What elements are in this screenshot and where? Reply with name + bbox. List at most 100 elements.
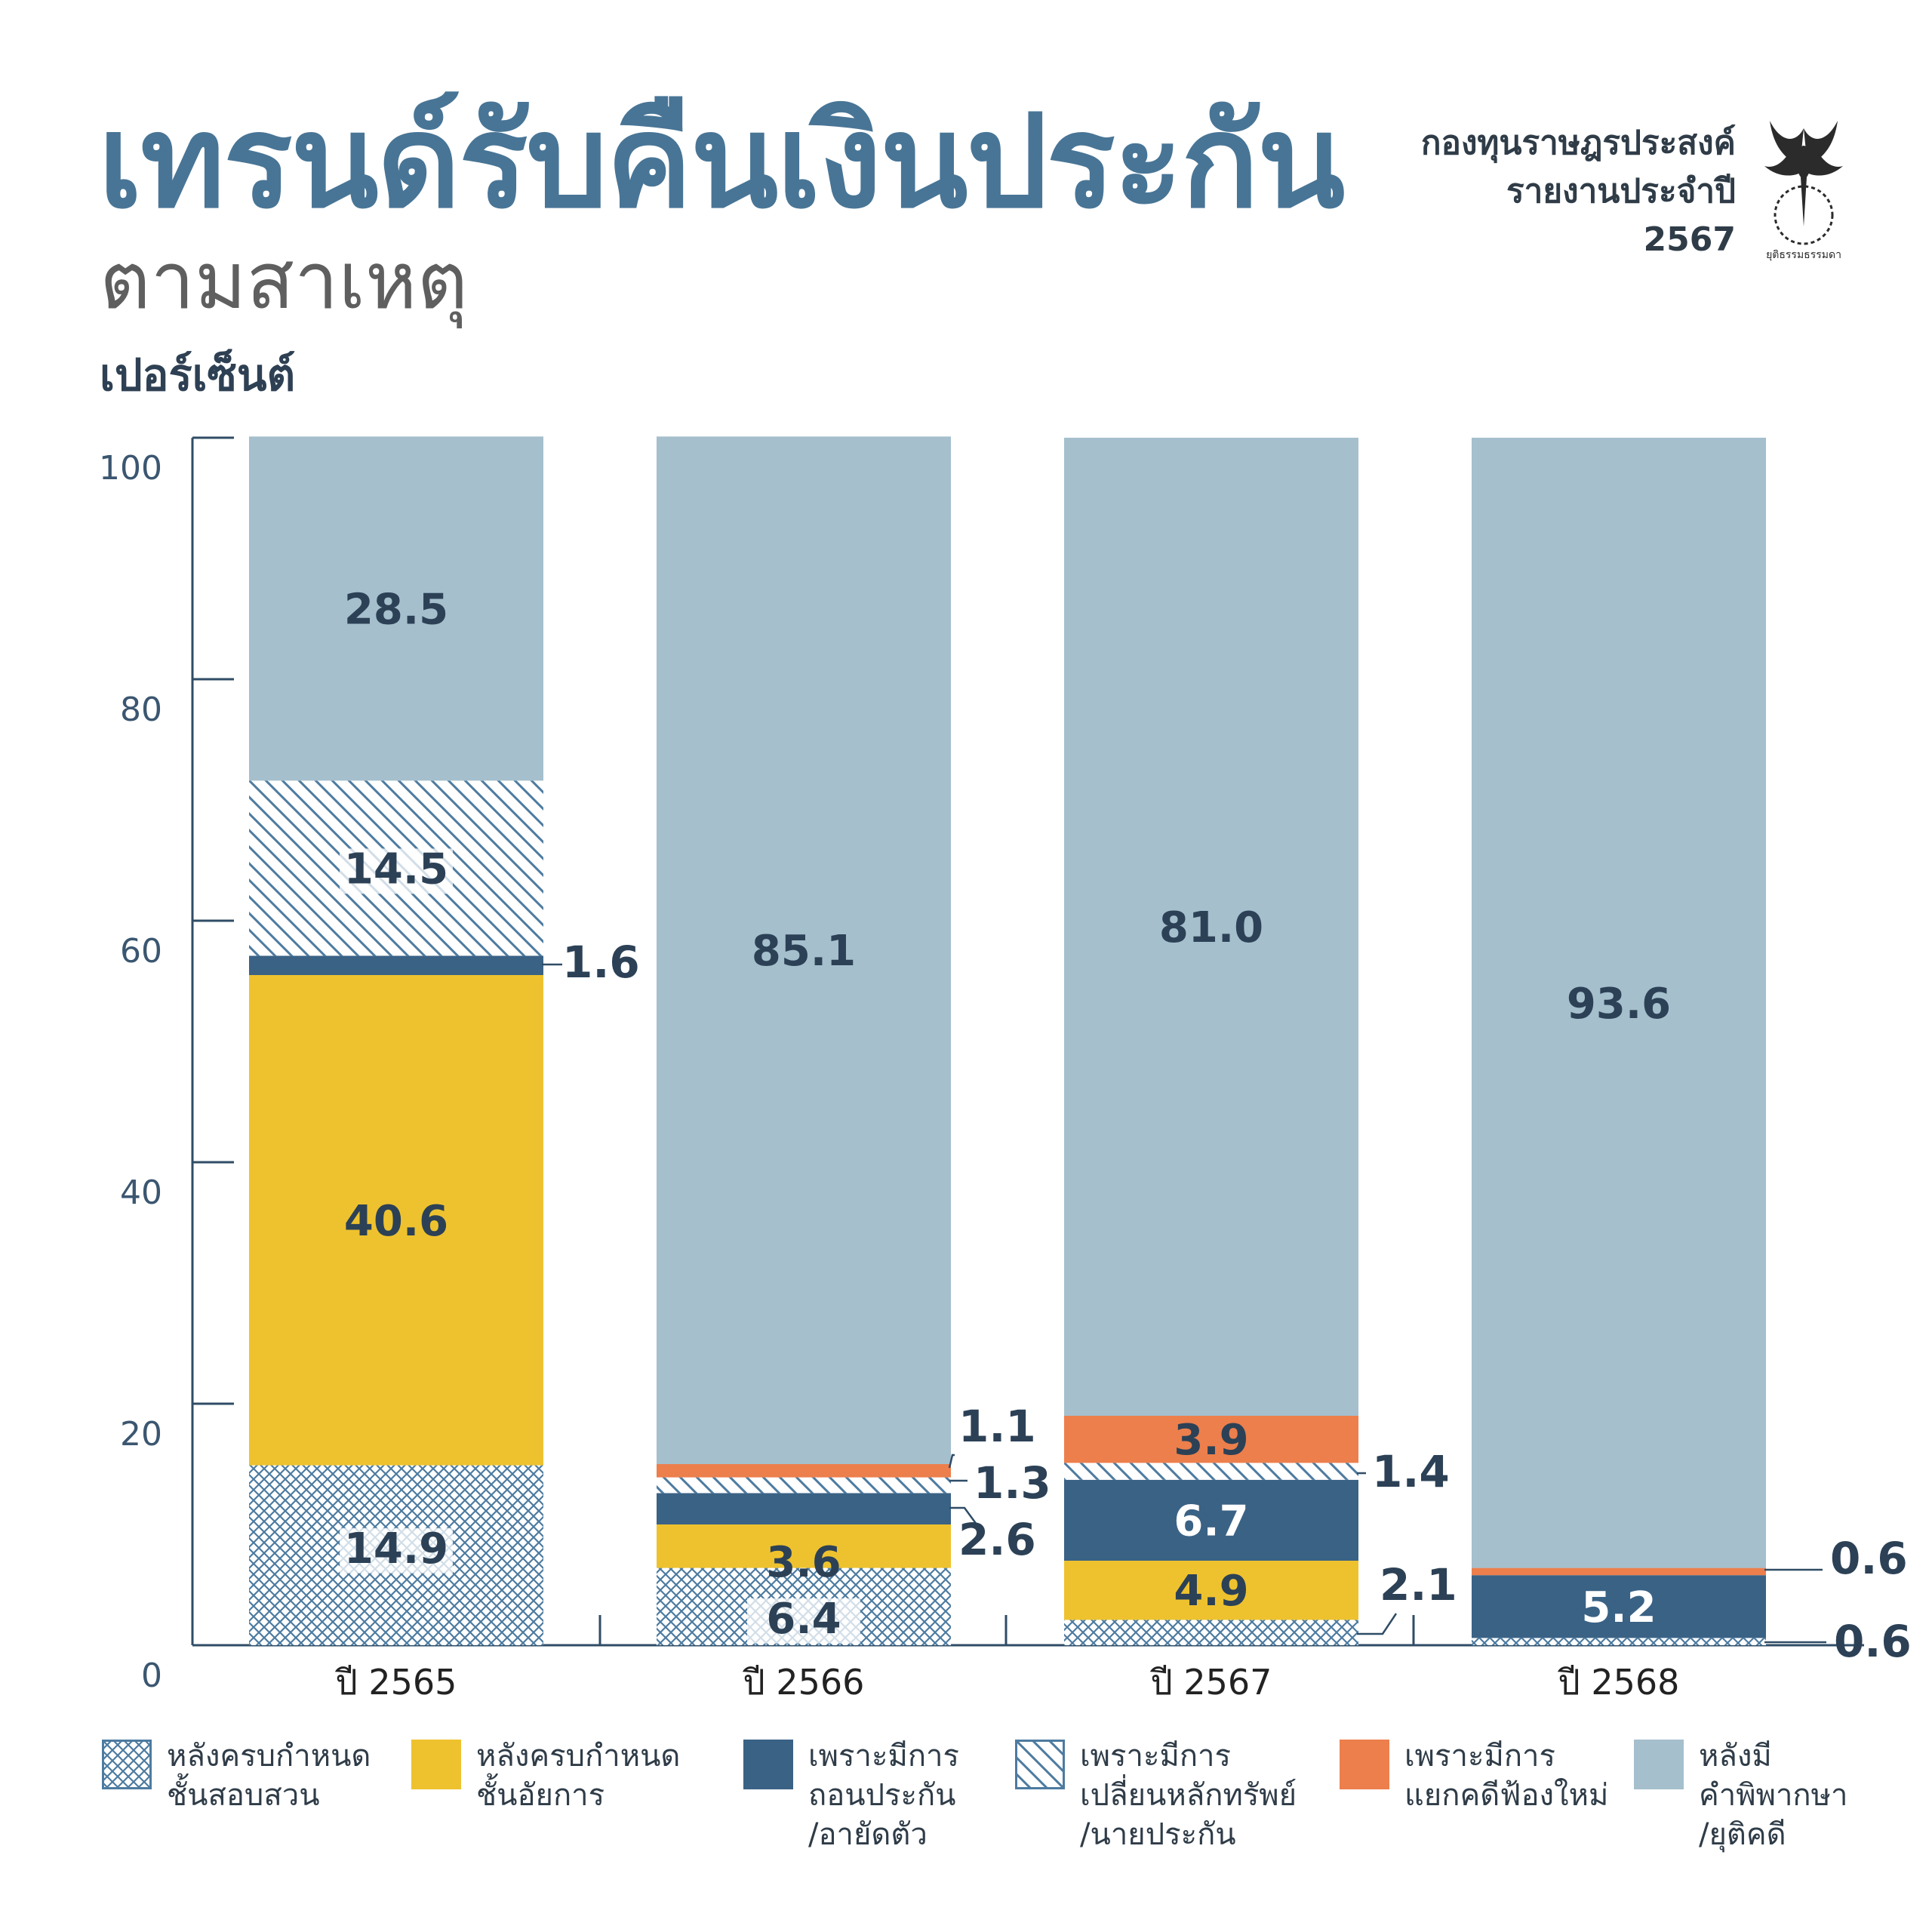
legend-label: เพราะมีการถอนประกัน/อายัดตัว [808,1737,959,1854]
legend-label: เพราะมีการแยกคดีฟ้องใหม่ [1404,1737,1608,1815]
bar-segment-verdict [249,436,543,781]
bar-segment-case_split [1472,1567,1766,1576]
legend-label-line: เพราะมีการ [808,1739,959,1774]
x-axis-labels: ปี 2565 ปี 2566 ปี 2567 ปี 2568 [334,1662,1679,1703]
legend-label-line: หลังครบกำหนด [476,1739,681,1774]
legend-label-line: /นายประกัน [1080,1817,1236,1852]
legend-label-line: ถอนประกัน [808,1778,956,1813]
page-subtitle: ตามสาเหตุ [100,235,469,327]
legend-label: หลังมีคำพิพากษา/ยุติคดี [1699,1737,1847,1854]
page-title: เทรนด์รับคืนเงินประกัน [98,88,1345,237]
y-axis-unit-label: เปอร์เซ็นต์ [100,349,296,401]
bar-segment-prosecution [657,1524,951,1568]
label-backdrop [340,1527,453,1574]
data-label: 0.6 [1830,1533,1908,1584]
data-label: 28.5 [344,585,448,634]
bar-segment-investigation [1472,1638,1766,1645]
legend-label: หลังครบกำหนดชั้นอัยการ [476,1737,680,1815]
legend-label-line: เพราะมีการ [1080,1739,1231,1774]
data-labels: 14.9 40.6 1.6 14.5 28.5 6.4 3.6 2.61.31.1 85.1 2.… [340,585,1912,1667]
organization-info: กองทุนราษฎรประสงค์ รายงานประจำปี 2567 [1421,119,1736,263]
data-label: 81.0 [1159,903,1263,952]
y-tick-label: 60 [120,932,162,971]
data-label: 14.5 [344,844,448,894]
legend-swatch [743,1740,793,1789]
data-label: 2.6 [958,1514,1036,1565]
legend-item-case_split: เพราะมีการแยกคดีฟ้องใหม่ [1340,1737,1608,1815]
legend-swatch [1015,1740,1065,1789]
legend-item-investigation: หลังครบกำหนด ชั้นสอบสวน [102,1737,371,1815]
data-label: 0.6 [1834,1616,1912,1667]
data-label: 1.4 [1372,1446,1450,1497]
legend-label-line: ชั้นอัยการ [476,1778,605,1813]
legend: หลังครบกำหนด ชั้นสอบสวน หลังครบกำหนด ชั้นอั… [102,1737,1913,1890]
data-label: 40.6 [344,1197,448,1246]
x-tick-label: ปี 2568 [1557,1662,1679,1703]
label-leader-line [948,1454,955,1469]
label-backdrop [340,848,453,894]
label-leader-line [949,1506,983,1531]
data-label: 6.7 [1174,1497,1248,1546]
bar-segment-verdict [1472,438,1766,1568]
label-leader-line [1357,1613,1398,1635]
legend-item-verdict: หลังมีคำพิพากษา/ยุติคดี [1634,1737,1847,1854]
data-label: 1.1 [958,1401,1036,1452]
legend-label: หลังครบกำหนด ชั้นสอบสวน [167,1737,371,1815]
data-label: 2.1 [1380,1559,1457,1611]
data-label: 85.1 [752,927,856,976]
bar-segment-case_split [657,1464,951,1478]
bar-segment-change_collateral [1064,1463,1358,1480]
report-name: รายงานประจำปี [1506,171,1736,211]
y-tick-label: 40 [120,1174,162,1212]
data-label: 3.9 [1174,1416,1248,1465]
y-tick-label: 80 [120,691,162,729]
data-label: 1.6 [562,937,640,988]
bar-segment-withdraw [657,1493,951,1524]
bar-segment-investigation [1064,1620,1358,1645]
x-tick-label: ปี 2565 [334,1662,457,1703]
legend-item-prosecution: หลังครบกำหนดชั้นอัยการ [411,1737,680,1815]
x-tick-label: ปี 2567 [1149,1662,1272,1703]
data-label: 5.2 [1581,1583,1656,1632]
data-label: 1.3 [974,1457,1051,1509]
bar-segment-verdict [1064,438,1358,1416]
legend-swatch [411,1740,461,1789]
legend-label: เพราะมีการเปลี่ยนหลักทรัพย์ /นายประกัน [1080,1737,1297,1854]
legend-label-line: /อายัดตัว [808,1817,928,1852]
report-year: 2567 [1643,220,1736,259]
bar-segment-case_split [1064,1416,1358,1463]
legend-swatch [1634,1740,1684,1789]
legend-label-line: คำพิพากษา [1699,1778,1848,1813]
data-label: 93.6 [1567,980,1671,1029]
bar-segment-withdraw [1472,1575,1766,1638]
data-label: 14.9 [344,1524,448,1574]
stacked-bar-chart: 0 20 40 60 80 100 14.9 40.6 1.6 14.5 28.5 6.4 3.6 2.… [99,436,1912,1703]
bars [249,436,1766,1645]
data-label: 4.9 [1174,1567,1248,1616]
legend-label-line: /ยุติคดี [1699,1817,1786,1852]
legend-label-line: เพราะมีการ [1404,1739,1555,1774]
y-tick-label: 0 [141,1657,162,1695]
bar-segment-prosecution [249,975,543,1466]
legend-label-line: เปลี่ยนหลักทรัพย์ [1080,1778,1297,1813]
bar-segment-withdraw [249,955,543,975]
bar-segment-prosecution [1064,1561,1358,1620]
data-label: 3.6 [766,1538,841,1587]
data-label: 6.4 [766,1595,841,1644]
legend-item-withdraw: เพราะมีการถอนประกัน/อายัดตัว [743,1737,959,1854]
legend-label-line: หลังมี [1699,1739,1772,1774]
label-backdrop [747,1598,860,1644]
legend-swatch [102,1740,152,1789]
bar-segment-withdraw [1064,1479,1358,1561]
phoenix-logo-icon: ยุติธรรมธรรมดา [1764,121,1843,261]
y-tick-label: 100 [99,449,162,488]
legend-label-line: หลังครบกำหนด [167,1739,371,1774]
y-tick-label: 20 [120,1415,162,1454]
legend-swatch [1340,1740,1389,1789]
bar-segment-change_collateral [657,1477,951,1494]
legend-label-line: แยกคดีฟ้องใหม่ [1404,1778,1609,1813]
x-tick-label: ปี 2566 [742,1662,864,1703]
logo-caption: ยุติธรรมธรรมดา [1766,249,1841,261]
org-name: กองทุนราษฎรประสงค์ [1420,124,1736,162]
bar-segment-verdict [657,436,951,1464]
